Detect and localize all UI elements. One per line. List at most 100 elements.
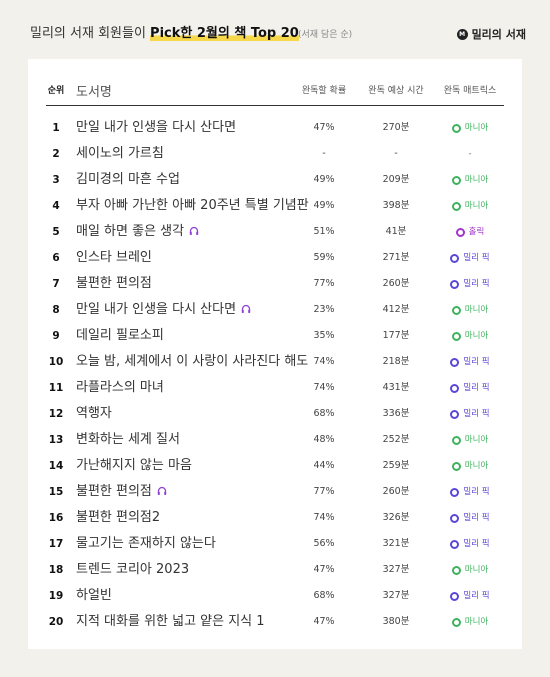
matrix-label: 마니아 [464, 175, 489, 185]
rank-cell: 5 [52, 226, 60, 238]
circle-icon [451, 565, 461, 575]
book-title-cell: 라플라스의 마녀 [76, 375, 164, 401]
expected-time-cell: 271분 [382, 252, 410, 263]
completion-rate-cell: 47% [313, 564, 335, 575]
matrix-label: 밀리 픽 [463, 487, 490, 497]
table-row: 13 변화하는 세계 질서 48% 252분 마니아 [46, 427, 504, 453]
column-header-rate: 완독할 확률 [301, 86, 347, 96]
matrix-badge: 홀릭 [455, 219, 485, 245]
matrix-label: 마니아 [464, 123, 489, 133]
book-title: 김미경의 마흔 수업 [76, 172, 180, 187]
completion-rate-cell: - [322, 148, 326, 159]
expected-time-cell: 260분 [382, 486, 410, 497]
matrix-label: 홀릭 [468, 227, 485, 237]
rank-cell: 9 [52, 330, 60, 342]
table-row: 15 불편한 편의점 77% 260분 밀리 픽 [46, 479, 504, 505]
expected-time-cell: - [394, 148, 398, 159]
expected-time-cell: 252분 [382, 434, 410, 445]
matrix-cell: 밀리 픽 [434, 505, 506, 531]
matrix-cell: 밀리 픽 [434, 401, 506, 427]
rank-cell: 4 [52, 200, 60, 212]
expected-time-cell: 41분 [385, 226, 407, 237]
matrix-cell: 밀리 픽 [434, 245, 506, 271]
book-title: 물고기는 존재하지 않는다 [76, 536, 216, 551]
circle-icon [455, 227, 465, 237]
book-title-cell: 트렌드 코리아 2023 [76, 557, 189, 583]
table-row: 16 불편한 편의점2 74% 326분 밀리 픽 [46, 505, 504, 531]
circle-icon [450, 591, 460, 601]
book-title: 불편한 편의점 [76, 276, 152, 291]
title-highlight: Pick한 2월의 책 Top 20 [150, 26, 299, 41]
page-subtitle: (서재 담은 순) [298, 30, 353, 40]
matrix-badge: 밀리 픽 [450, 401, 490, 427]
matrix-cell: 밀리 픽 [434, 531, 506, 557]
expected-time-cell: 321분 [382, 538, 410, 549]
table-row: 9 데일리 필로소피 35% 177분 마니아 [46, 323, 504, 349]
completion-rate-cell: 74% [313, 512, 335, 523]
book-title: 변화하는 세계 질서 [76, 432, 180, 447]
table-body: 1 만일 내가 인생을 다시 산다면 47% 270분 마니아 2 세이노의 가르침 - - -3… [46, 115, 504, 635]
matrix-label: 밀리 픽 [463, 279, 490, 289]
book-title: 인스타 브레인 [76, 250, 152, 265]
rank-cell: 13 [48, 434, 64, 446]
page-header: 밀리의 서재 회원들이 Pick한 2월의 책 Top 20 (서재 담은 순)… [30, 24, 526, 46]
book-title: 불편한 편의점2 [76, 510, 161, 525]
book-title: 지적 대화를 위한 넓고 얕은 지식 1 [76, 614, 265, 629]
circle-icon [451, 435, 461, 445]
book-title: 트렌드 코리아 2023 [76, 562, 190, 577]
book-title-cell: 불편한 편의점 [76, 479, 167, 505]
matrix-badge: 마니아 [451, 297, 488, 323]
circle-icon [450, 409, 460, 419]
completion-rate-cell: 23% [313, 304, 335, 315]
column-header-title: 도서명 [76, 85, 112, 100]
matrix-label: 밀리 픽 [463, 409, 490, 419]
completion-rate-cell: 77% [313, 486, 335, 497]
rank-cell: 19 [48, 590, 64, 602]
rank-cell: 3 [52, 174, 60, 186]
matrix-badge: 마니아 [451, 323, 488, 349]
book-title: 부자 아빠 가난한 아빠 20주년 특별 기념판 [76, 198, 309, 213]
expected-time-cell: 327분 [382, 590, 410, 601]
book-title-cell: 김미경의 마흔 수업 [76, 167, 180, 193]
headphones-icon [189, 226, 199, 235]
rank-cell: 12 [48, 408, 64, 420]
matrix-cell: 마니아 [434, 427, 506, 453]
matrix-badge: 마니아 [451, 115, 489, 141]
book-title-cell: 변화하는 세계 질서 [76, 427, 180, 453]
book-title: 역행자 [76, 406, 112, 421]
headphones-icon [157, 486, 167, 495]
matrix-badge: 밀리 픽 [450, 375, 490, 401]
table-row: 19 하얼빈 68% 327분 밀리 픽 [46, 583, 504, 609]
table-row: 8 만일 내가 인생을 다시 산다면 23% 412분 마니아 [46, 297, 504, 323]
rank-cell: 1 [52, 122, 60, 134]
completion-rate-cell: 68% [313, 408, 335, 419]
circle-icon [450, 539, 460, 549]
circle-icon [450, 513, 460, 523]
table-header: 순위 도서명 완독할 확률 완독 예상 시간 완독 매트릭스 [46, 73, 504, 106]
completion-rate-cell: 74% [313, 356, 335, 367]
matrix-cell: 밀리 픽 [434, 349, 506, 375]
completion-rate-cell: 49% [313, 200, 335, 211]
column-header-matrix: 완독 매트릭스 [443, 86, 497, 96]
matrix-cell: 마니아 [434, 323, 506, 349]
brand-logo: M 밀리의 서재 [456, 24, 526, 44]
book-title-cell: 지적 대화를 위한 넓고 얕은 지식 1 [76, 609, 265, 635]
rank-cell: 17 [48, 538, 64, 550]
column-header-rank: 순위 [47, 86, 65, 96]
completion-rate-cell: 47% [313, 616, 335, 627]
matrix-label: 밀리 픽 [463, 383, 490, 393]
book-title: 세이노의 가르침 [76, 146, 164, 161]
rank-cell: 8 [52, 304, 60, 316]
matrix-badge: 마니아 [451, 427, 488, 453]
matrix-label: 밀리 픽 [463, 253, 490, 263]
completion-rate-cell: 51% [313, 226, 335, 237]
ranking-card: 순위 도서명 완독할 확률 완독 예상 시간 완독 매트릭스 1 만일 내가 인생… [28, 59, 522, 649]
matrix-badge: 밀리 픽 [450, 479, 490, 505]
table-row: 1 만일 내가 인생을 다시 산다면 47% 270분 마니아 [46, 115, 504, 141]
book-title: 라플라스의 마녀 [76, 380, 164, 395]
expected-time-cell: 327분 [382, 564, 410, 575]
book-title: 오늘 밤, 세계에서 이 사랑이 사라진다 해도 [76, 354, 309, 369]
circle-icon [450, 253, 460, 263]
matrix-cell: 밀리 픽 [434, 375, 506, 401]
completion-rate-cell: 77% [313, 278, 335, 289]
